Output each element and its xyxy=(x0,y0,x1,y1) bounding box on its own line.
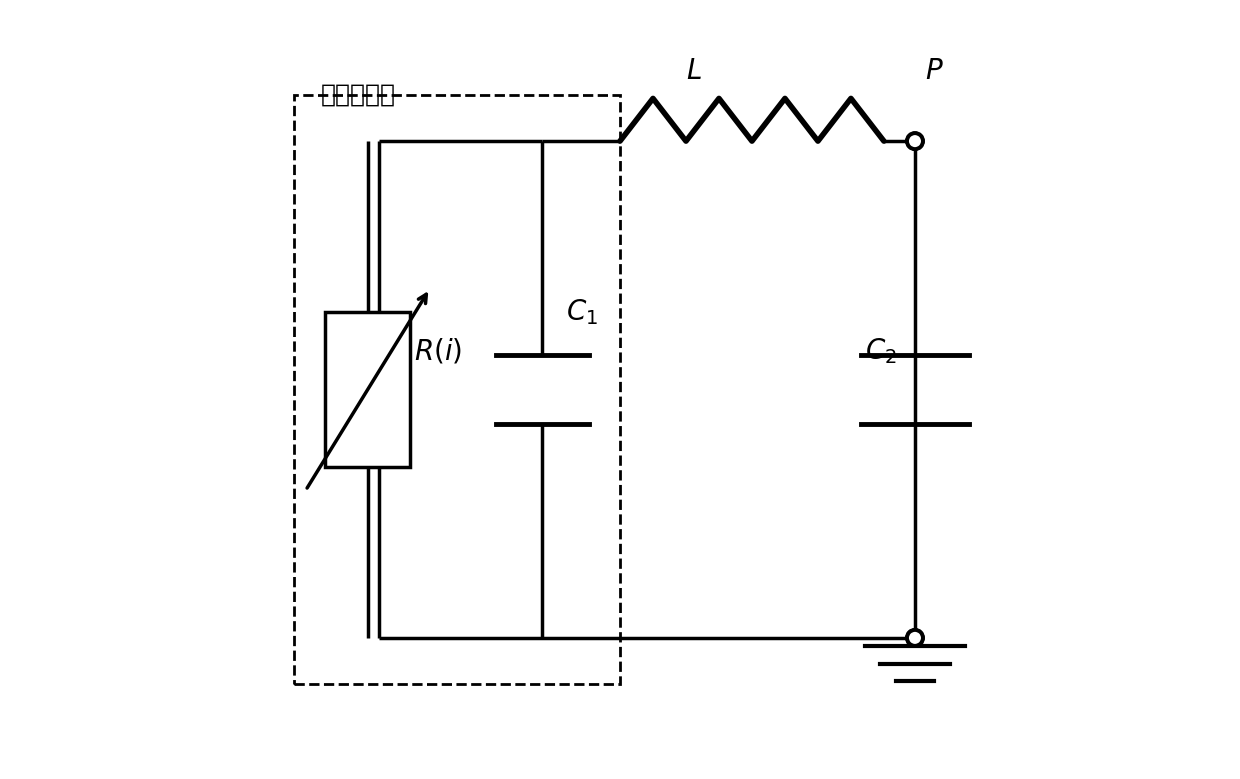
Text: $P$: $P$ xyxy=(925,57,944,85)
Text: $L$: $L$ xyxy=(686,57,702,85)
Bar xyxy=(325,312,410,467)
Circle shape xyxy=(908,133,923,149)
Text: $C_2$: $C_2$ xyxy=(864,336,897,365)
Circle shape xyxy=(908,630,923,646)
Text: $C_1$: $C_1$ xyxy=(565,297,598,326)
Circle shape xyxy=(905,132,924,150)
Circle shape xyxy=(905,629,924,647)
Text: $R(i)$: $R(i)$ xyxy=(414,337,463,365)
Text: 限压器芯体: 限压器芯体 xyxy=(321,83,396,107)
